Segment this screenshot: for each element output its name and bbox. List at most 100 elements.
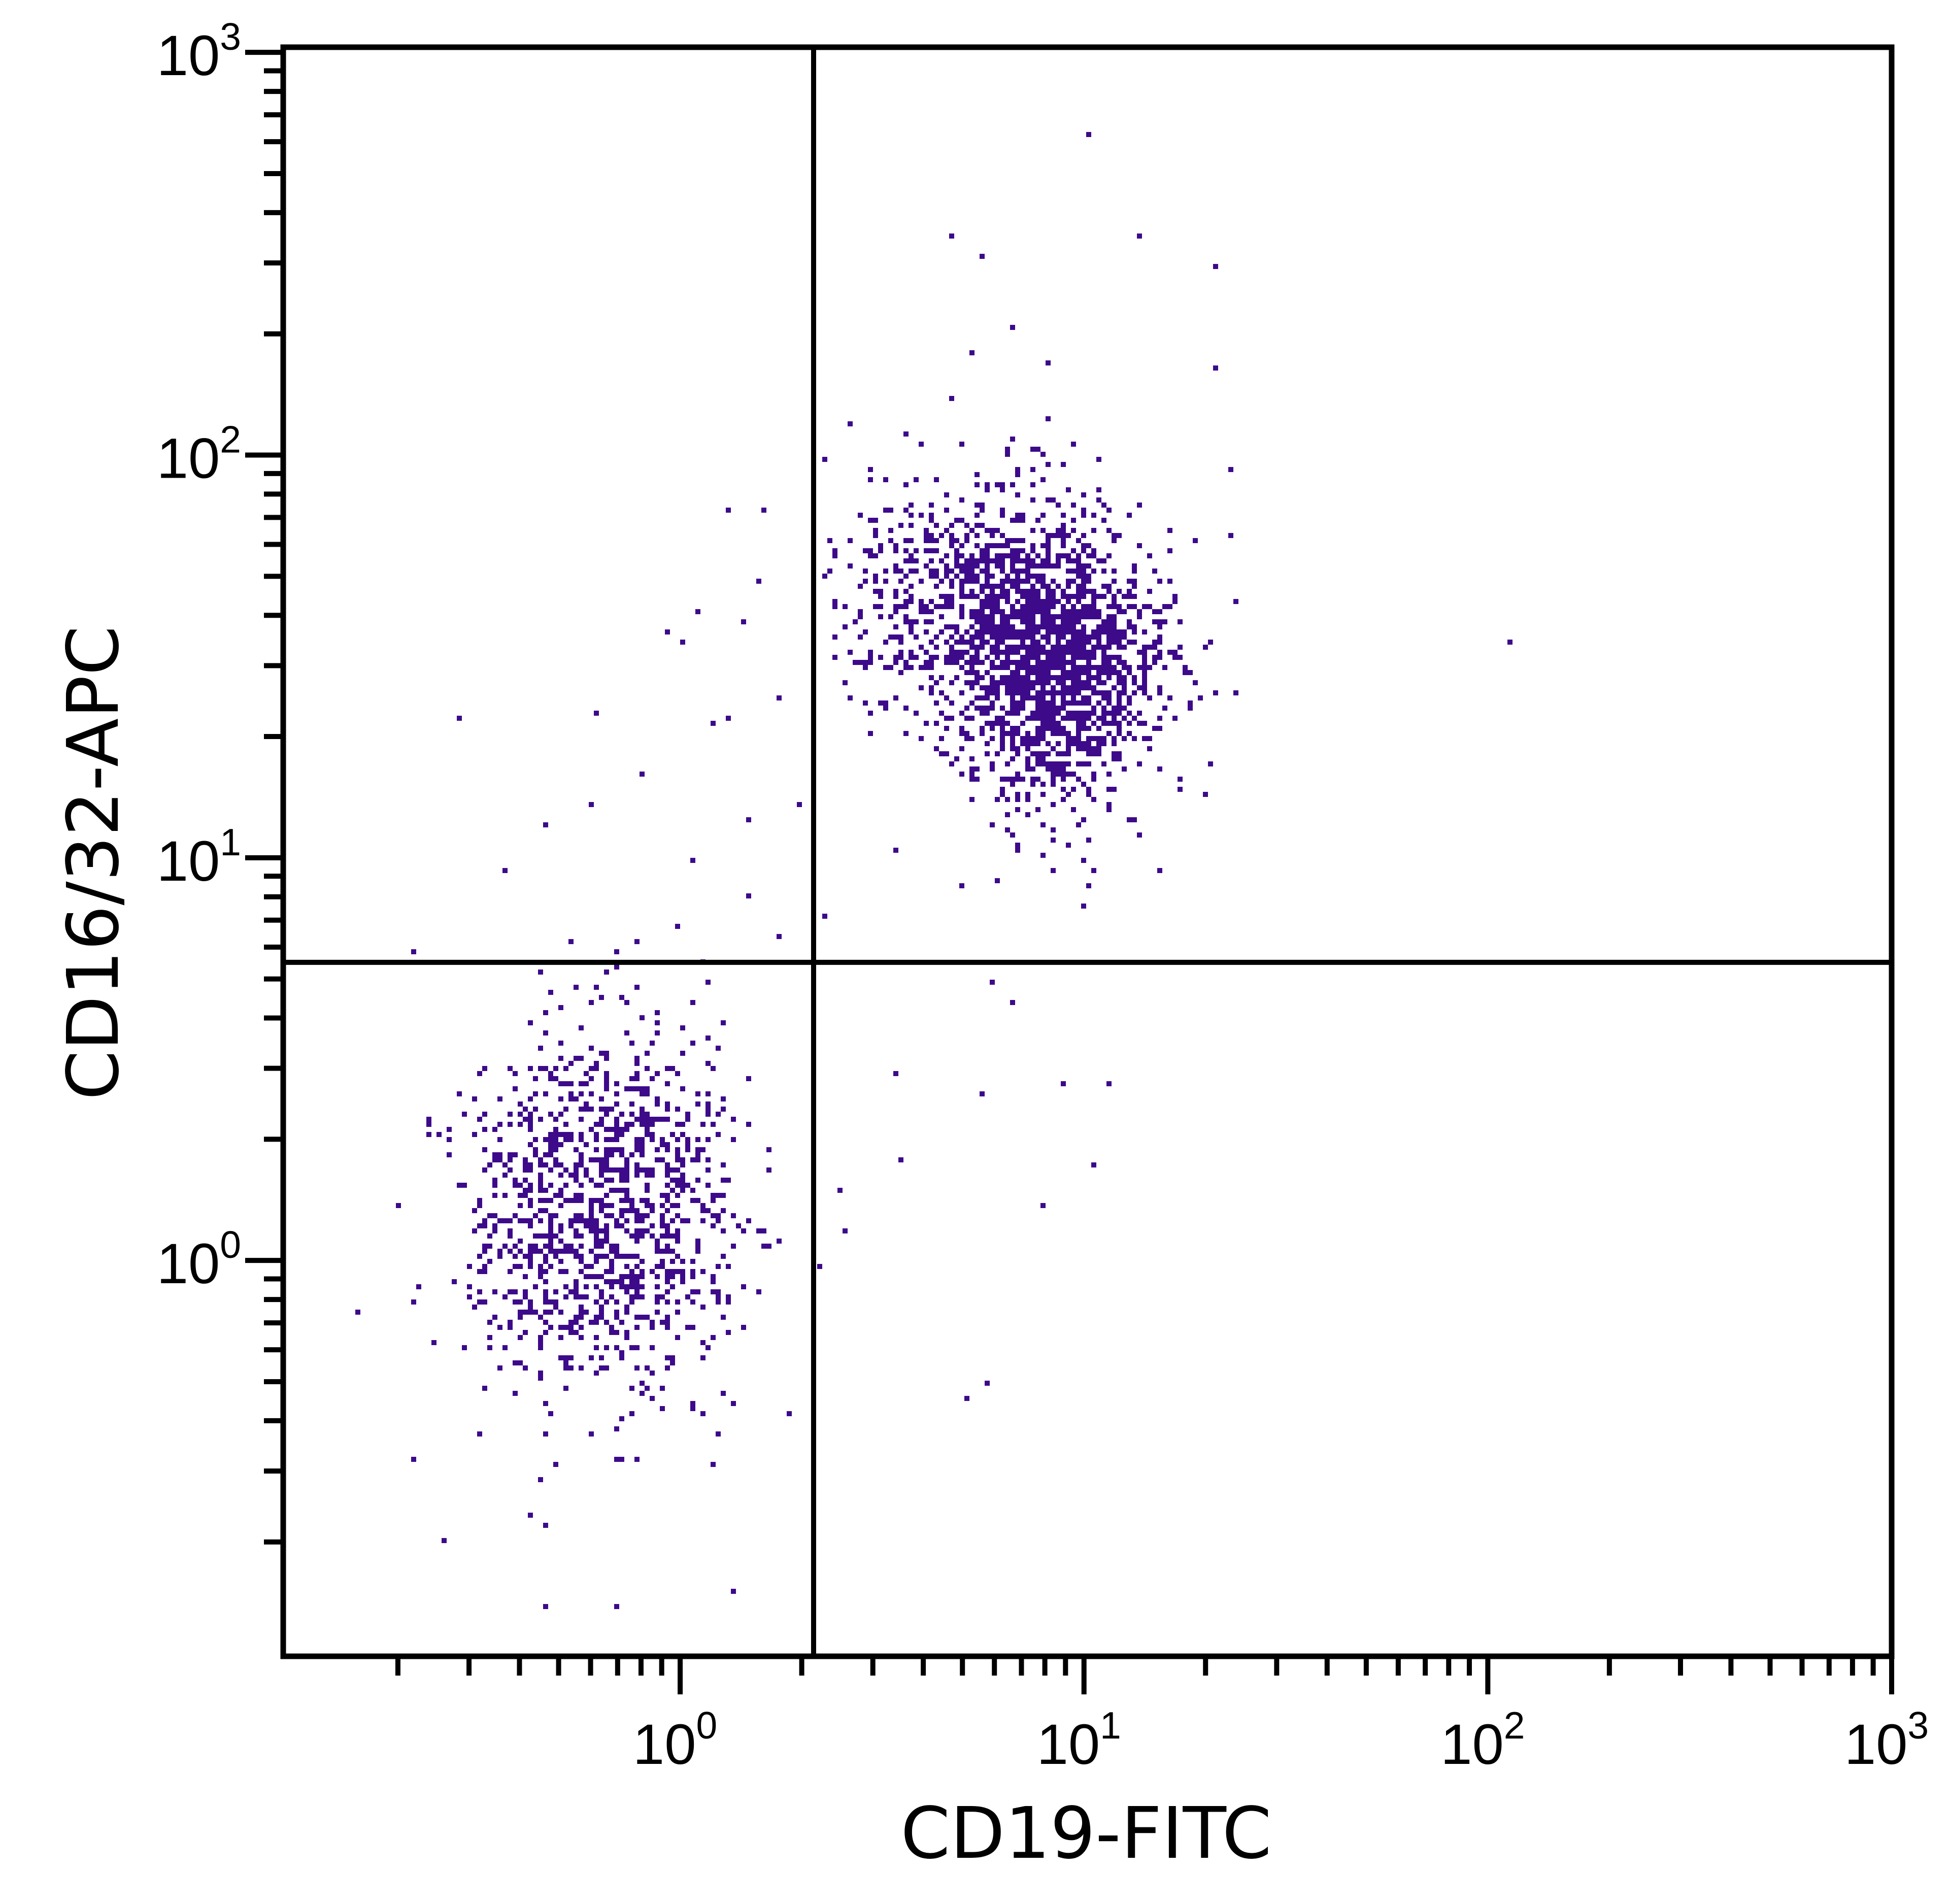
- data-point: [513, 1360, 518, 1365]
- data-point: [1122, 736, 1127, 741]
- data-point: [1096, 614, 1101, 619]
- data-point: [1046, 700, 1051, 706]
- data-point: [909, 619, 914, 624]
- data-point: [995, 543, 1000, 548]
- data-point: [538, 1274, 543, 1279]
- data-point: [574, 1193, 579, 1198]
- data-point: [1035, 599, 1040, 604]
- data-point: [1066, 843, 1071, 848]
- data-point: [1000, 792, 1005, 797]
- data-point: [858, 513, 863, 518]
- data-point: [1117, 670, 1122, 675]
- data-point: [645, 1203, 650, 1208]
- data-point: [650, 1132, 655, 1137]
- data-point: [985, 543, 990, 548]
- data-point: [482, 1112, 487, 1117]
- data-point: [1137, 761, 1142, 766]
- data-point: [487, 1213, 492, 1218]
- data-point: [1046, 533, 1051, 538]
- data-point: [558, 1203, 563, 1208]
- data-point: [919, 609, 924, 614]
- data-point: [1025, 553, 1030, 558]
- data-point: [589, 1208, 594, 1213]
- data-point: [538, 1178, 543, 1183]
- data-point: [974, 563, 980, 569]
- data-point: [599, 1117, 604, 1122]
- data-point: [1091, 746, 1096, 751]
- data-point: [1025, 746, 1030, 751]
- data-point: [969, 350, 974, 355]
- data-point: [1086, 614, 1091, 619]
- data-point: [873, 604, 878, 609]
- data-point: [1086, 604, 1091, 609]
- data-point: [1101, 665, 1106, 670]
- data-point: [594, 1061, 599, 1066]
- data-point: [574, 1096, 579, 1101]
- data-point: [568, 1289, 574, 1294]
- data-point: [959, 772, 964, 777]
- data-point: [589, 1076, 594, 1081]
- data-point: [690, 1269, 695, 1274]
- data-point: [548, 1198, 553, 1203]
- data-point: [980, 711, 985, 716]
- data-point: [985, 604, 990, 609]
- data-point: [944, 563, 949, 569]
- data-point: [1071, 579, 1076, 584]
- data-point: [787, 1411, 792, 1416]
- data-point: [939, 711, 944, 716]
- data-point: [1091, 675, 1096, 680]
- data-point: [675, 1178, 680, 1183]
- data-point: [604, 1152, 609, 1157]
- data-point: [985, 751, 990, 756]
- data-point: [959, 442, 964, 447]
- data-point: [741, 619, 746, 624]
- data-point: [980, 553, 985, 558]
- data-point: [980, 685, 985, 690]
- data-point: [1010, 700, 1015, 706]
- data-point: [964, 670, 969, 675]
- data-point: [650, 1173, 655, 1178]
- data-point: [969, 614, 974, 619]
- data-point: [1076, 761, 1081, 766]
- data-point: [1061, 772, 1066, 777]
- data-point: [563, 1355, 568, 1360]
- data-point: [1152, 726, 1157, 731]
- data-point: [558, 1173, 563, 1178]
- data-point: [1117, 731, 1122, 736]
- data-point: [492, 1213, 497, 1218]
- data-point: [1020, 558, 1025, 563]
- data-point: [1035, 563, 1040, 569]
- data-point: [1005, 711, 1010, 716]
- data-point: [1106, 695, 1112, 700]
- data-point: [929, 538, 934, 543]
- data-point: [944, 553, 949, 558]
- data-point: [1071, 629, 1076, 634]
- data-point: [614, 1244, 619, 1249]
- data-point: [614, 1137, 619, 1142]
- data-point: [1040, 624, 1046, 629]
- data-point: [1066, 736, 1071, 741]
- data-point: [969, 655, 974, 660]
- data-point: [609, 1269, 614, 1274]
- data-point: [1147, 604, 1152, 609]
- data-point: [1010, 741, 1015, 746]
- data-point: [1051, 604, 1056, 609]
- data-point: [985, 574, 990, 579]
- data-point: [1101, 624, 1106, 629]
- data-point: [1005, 675, 1010, 680]
- data-point: [523, 1107, 528, 1112]
- data-point: [974, 482, 980, 487]
- data-point: [1035, 645, 1040, 650]
- data-point: [1127, 721, 1132, 726]
- data-point: [650, 1122, 655, 1127]
- data-point: [675, 924, 680, 929]
- data-point: [964, 716, 969, 721]
- data-point: [898, 579, 903, 584]
- data-point: [1086, 655, 1091, 660]
- data-point: [873, 579, 878, 584]
- data-point: [568, 1132, 574, 1137]
- data-point: [1020, 589, 1025, 594]
- data-point: [1071, 640, 1076, 645]
- data-point: [990, 528, 995, 533]
- data-point: [974, 766, 980, 772]
